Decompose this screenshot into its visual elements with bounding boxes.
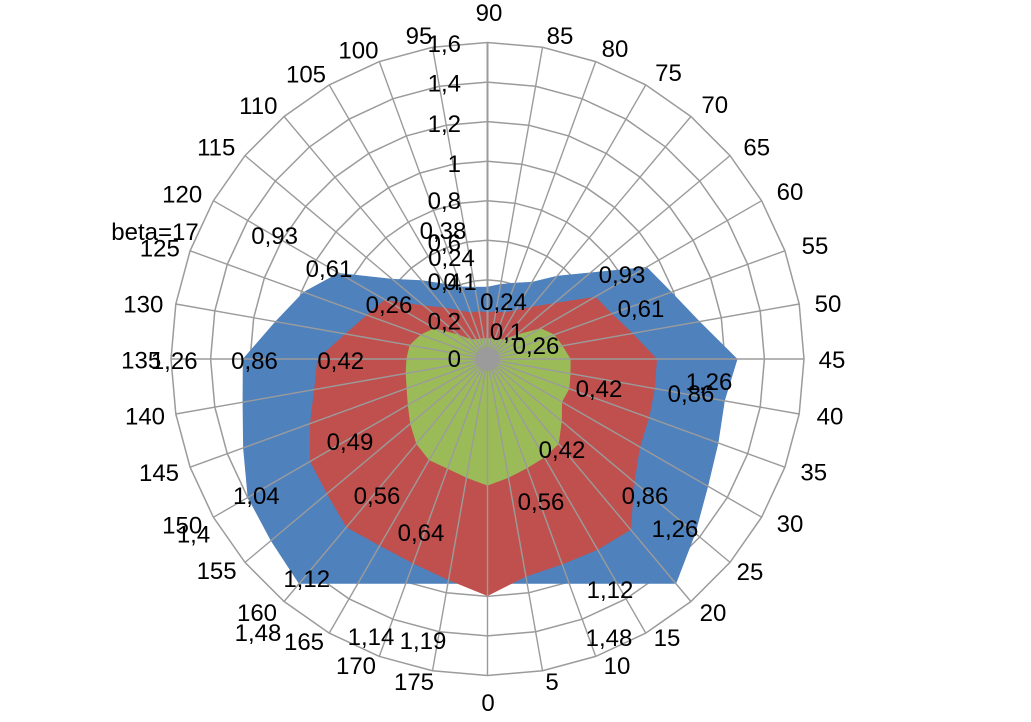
svg-text:1,26: 1,26 [686,369,733,396]
svg-text:0,1: 0,1 [490,319,523,346]
svg-text:95: 95 [406,23,433,50]
svg-text:1,19: 1,19 [400,628,447,655]
svg-text:5: 5 [545,669,558,696]
svg-text:0,61: 0,61 [618,296,665,323]
svg-text:1,26: 1,26 [652,516,699,543]
svg-text:0: 0 [448,346,461,373]
svg-text:0: 0 [481,690,494,717]
svg-text:25: 25 [737,559,764,586]
svg-text:0,6: 0,6 [428,230,461,257]
svg-text:0,42: 0,42 [317,348,364,375]
svg-text:105: 105 [286,62,326,89]
svg-text:65: 65 [743,135,770,162]
svg-text:0,42: 0,42 [576,376,623,403]
svg-text:1,26: 1,26 [151,348,198,375]
svg-text:0,42: 0,42 [539,437,586,464]
svg-text:1,2: 1,2 [428,111,461,138]
svg-text:0,64: 0,64 [398,520,445,547]
svg-text:0,8: 0,8 [428,188,461,215]
svg-text:0,26: 0,26 [513,333,560,360]
svg-text:0,56: 0,56 [518,489,565,516]
svg-text:0,86: 0,86 [231,348,278,375]
svg-text:0,56: 0,56 [354,483,401,510]
svg-text:1,48: 1,48 [586,625,633,652]
svg-text:175: 175 [394,669,434,696]
svg-text:10: 10 [604,653,631,680]
svg-text:55: 55 [802,233,829,260]
svg-text:1,4: 1,4 [177,522,210,549]
svg-text:1,04: 1,04 [233,483,280,510]
svg-text:150: 150 [162,513,202,540]
svg-text:110: 110 [239,93,277,120]
svg-text:0,49: 0,49 [327,429,374,456]
svg-text:0,26: 0,26 [366,292,413,319]
svg-text:40: 40 [817,403,844,430]
svg-text:120: 120 [162,182,202,209]
svg-text:0,2: 0,2 [428,308,461,335]
svg-text:155: 155 [197,558,237,585]
svg-text:0,24: 0,24 [480,289,527,316]
svg-text:1,14: 1,14 [348,624,395,651]
svg-text:125: 125 [140,235,180,262]
svg-text:30: 30 [777,511,804,538]
svg-text:135: 135 [121,348,161,375]
svg-text:1,6: 1,6 [428,31,461,58]
svg-text:160: 160 [237,600,277,627]
svg-text:0,38: 0,38 [420,218,467,245]
svg-text:0,1: 0,1 [443,269,476,296]
svg-text:35: 35 [800,459,827,486]
svg-text:0,4: 0,4 [428,269,461,296]
svg-text:115: 115 [197,135,235,162]
svg-text:100: 100 [338,37,378,64]
svg-text:70: 70 [701,92,728,119]
svg-text:60: 60 [777,179,804,206]
svg-text:85: 85 [547,23,574,50]
svg-text:1,12: 1,12 [587,577,634,604]
svg-text:15: 15 [654,625,681,652]
svg-text:1: 1 [448,151,461,178]
svg-text:50: 50 [815,291,842,318]
svg-text:0,61: 0,61 [306,256,353,283]
svg-text:145: 145 [139,460,179,487]
svg-text:1,48: 1,48 [235,620,282,647]
svg-text:0,86: 0,86 [622,483,669,510]
svg-text:130: 130 [123,292,163,319]
svg-text:1,4: 1,4 [428,70,461,97]
svg-text:0,93: 0,93 [251,223,298,250]
svg-text:beta=17: beta=17 [111,219,198,246]
svg-text:75: 75 [655,60,682,87]
svg-text:20: 20 [700,600,727,627]
svg-text:0,24: 0,24 [428,245,475,272]
svg-text:0,93: 0,93 [599,262,646,289]
svg-text:45: 45 [819,347,846,374]
svg-text:0,86: 0,86 [668,381,715,408]
svg-text:165: 165 [284,629,324,656]
svg-text:1,12: 1,12 [283,566,330,593]
svg-text:170: 170 [336,653,376,680]
svg-text:80: 80 [602,36,629,63]
svg-text:90: 90 [476,0,503,27]
svg-text:140: 140 [125,403,165,430]
